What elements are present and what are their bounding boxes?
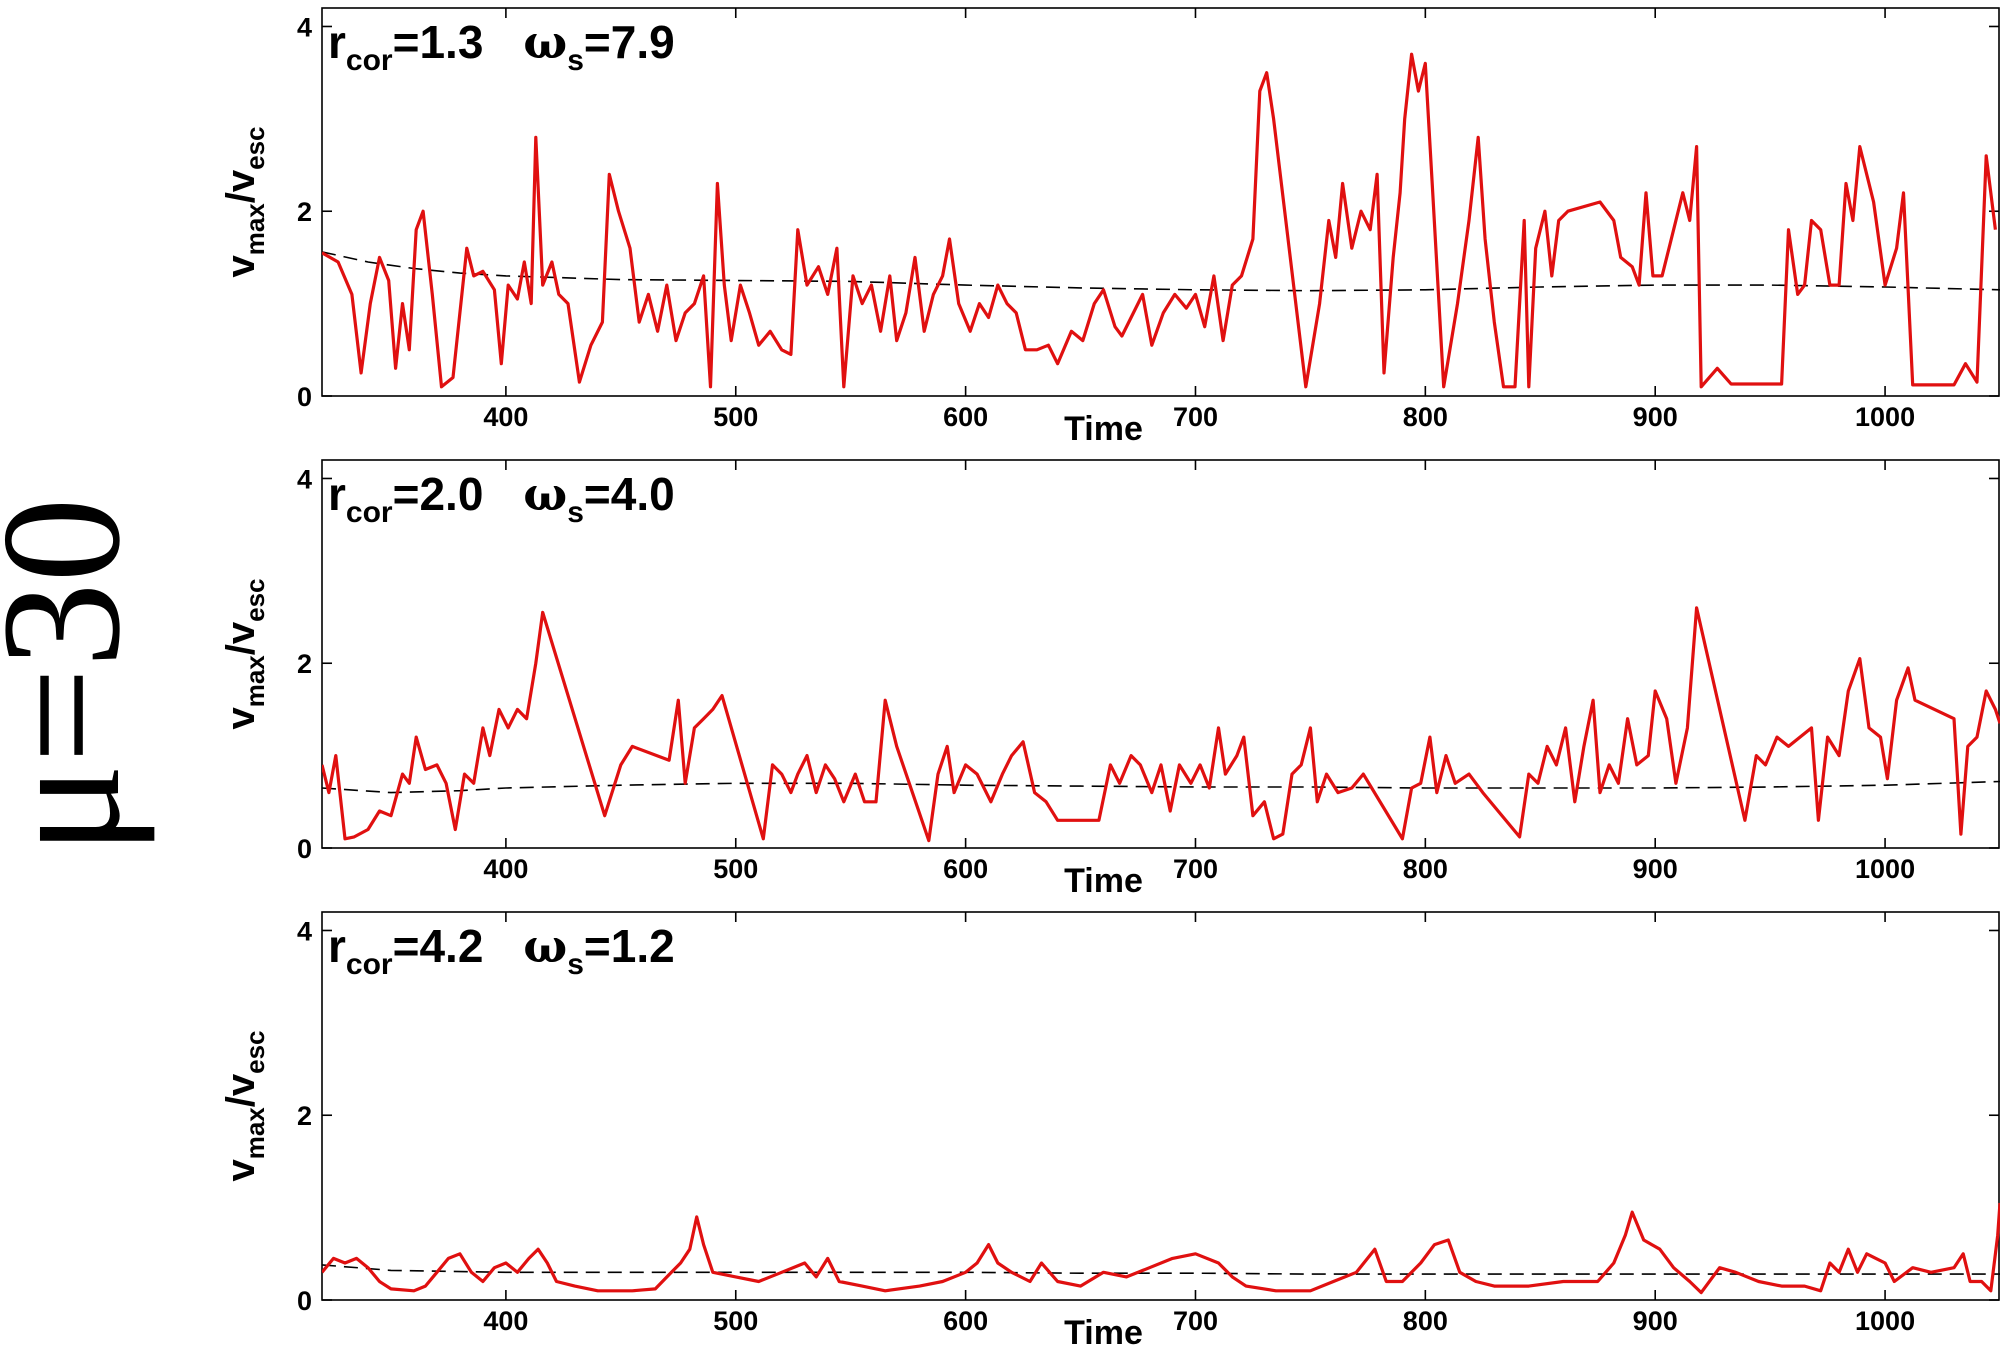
y-axis-title-part: v	[219, 1159, 263, 1182]
y-axis-title-part: v	[219, 1073, 263, 1096]
y-tick-label: 0	[297, 382, 312, 412]
param-r-value: =2.0	[393, 468, 484, 520]
x-tick-label: 900	[1633, 1306, 1678, 1336]
param-r: r	[328, 920, 346, 972]
y-axis-title-subscript: max	[240, 1107, 270, 1160]
param-r-subscript: cor	[346, 44, 393, 77]
y-axis-title: vmax/vesc	[219, 578, 270, 729]
y-axis-title-subscript: max	[240, 655, 270, 708]
panel-params: rcor=1.3 ωs=7.9	[328, 15, 675, 77]
x-tick-label: 700	[1173, 402, 1218, 432]
param-omega-value: =1.2	[584, 920, 675, 972]
x-axis-title: Time	[1064, 1314, 1143, 1352]
y-tick-label: 4	[297, 916, 312, 946]
series-line-trend	[322, 1264, 2000, 1275]
param-omega-value: =4.0	[584, 468, 675, 520]
panel-params: rcor=2.0 ωs=4.0	[328, 467, 675, 529]
plot-frame	[321, 911, 2000, 1301]
x-tick-label: 400	[483, 854, 528, 884]
y-tick-label: 4	[297, 12, 312, 42]
y-axis-title-part: /	[219, 1096, 263, 1107]
x-tick-label: 1000	[1855, 402, 1915, 432]
y-axis-title-subscript: esc	[240, 126, 270, 169]
y-axis-title-part: v	[219, 621, 263, 644]
panel-params: rcor=4.2 ωs=1.2	[328, 919, 675, 981]
param-r: r	[328, 468, 346, 520]
y-tick-label: 2	[297, 649, 312, 679]
x-tick-label: 500	[713, 854, 758, 884]
x-tick-label: 800	[1403, 854, 1448, 884]
param-omega: ω	[523, 919, 567, 973]
plot-frame	[321, 7, 2000, 397]
figure-label-symbol: μ	[0, 763, 155, 854]
x-tick-label: 500	[713, 402, 758, 432]
x-tick-label: 700	[1173, 1306, 1218, 1336]
x-tick-label: 400	[483, 402, 528, 432]
x-tick-label: 700	[1173, 854, 1218, 884]
svg-text:μ=30: μ=30	[0, 497, 155, 854]
x-axis-title: Time	[1064, 410, 1143, 448]
y-axis-title-part: /	[219, 644, 263, 655]
y-axis-title-part: v	[219, 255, 263, 278]
x-tick-label: 400	[483, 1306, 528, 1336]
series-line-trend	[322, 251, 2000, 292]
series-line-vmax	[322, 52, 1997, 389]
y-tick-label: 0	[297, 1286, 312, 1316]
figure-label-text: =30	[0, 497, 155, 763]
x-tick-label: 600	[943, 854, 988, 884]
y-tick-label: 0	[297, 834, 312, 864]
x-tick-label: 900	[1633, 402, 1678, 432]
param-r-value: =4.2	[393, 920, 484, 972]
y-axis-title-part: v	[219, 169, 263, 192]
series-line-vmax	[322, 1202, 2000, 1295]
y-axis-title: vmax/vesc	[219, 1030, 270, 1181]
y-axis-title-subscript: max	[240, 203, 270, 256]
y-axis-title-part: v	[219, 707, 263, 730]
x-axis-title: Time	[1064, 862, 1143, 900]
y-tick-label: 2	[297, 1101, 312, 1131]
y-axis-title-subscript: esc	[240, 578, 270, 621]
x-tick-label: 800	[1403, 1306, 1448, 1336]
param-omega: ω	[523, 467, 567, 521]
series-line-trend	[322, 780, 2000, 794]
chart-panel-2: 400 500 600 700 800 900 1000024Timevmax/vescrc…	[219, 459, 2000, 900]
param-omega-subscript: s	[567, 496, 584, 529]
x-tick-label: 500	[713, 1306, 758, 1336]
param-r: r	[328, 16, 346, 68]
chart-panel-3: 400 500 600 700 800 900 1000024Timevmax/vescrc…	[219, 911, 2000, 1352]
param-omega: ω	[523, 15, 567, 69]
y-axis-title-part: /	[219, 192, 263, 203]
plot-frame	[321, 459, 2000, 849]
param-r-subscript: cor	[346, 496, 393, 529]
figure-label: μ=30	[0, 497, 155, 854]
y-tick-label: 2	[297, 197, 312, 227]
x-tick-label: 800	[1403, 402, 1448, 432]
x-tick-label: 1000	[1855, 854, 1915, 884]
series-line-vmax	[322, 606, 2000, 843]
param-omega-subscript: s	[567, 948, 584, 981]
param-r-value: =1.3	[393, 16, 484, 68]
param-omega-subscript: s	[567, 44, 584, 77]
y-axis-title-text: vmax/vesc	[219, 126, 270, 277]
x-tick-label: 600	[943, 402, 988, 432]
y-axis-title-text: vmax/vesc	[219, 578, 270, 729]
chart-panel-1: 400 500 600 700 800 900 1000024Timevmax/vescrc…	[219, 7, 2000, 448]
x-tick-label: 1000	[1855, 1306, 1915, 1336]
param-omega-value: =7.9	[584, 16, 675, 68]
x-tick-label: 900	[1633, 854, 1678, 884]
y-axis-title-text: vmax/vesc	[219, 1030, 270, 1181]
param-r-subscript: cor	[346, 948, 393, 981]
x-tick-label: 600	[943, 1306, 988, 1336]
y-axis-title-subscript: esc	[240, 1030, 270, 1073]
y-axis-title: vmax/vesc	[219, 126, 270, 277]
y-tick-label: 4	[297, 464, 312, 494]
